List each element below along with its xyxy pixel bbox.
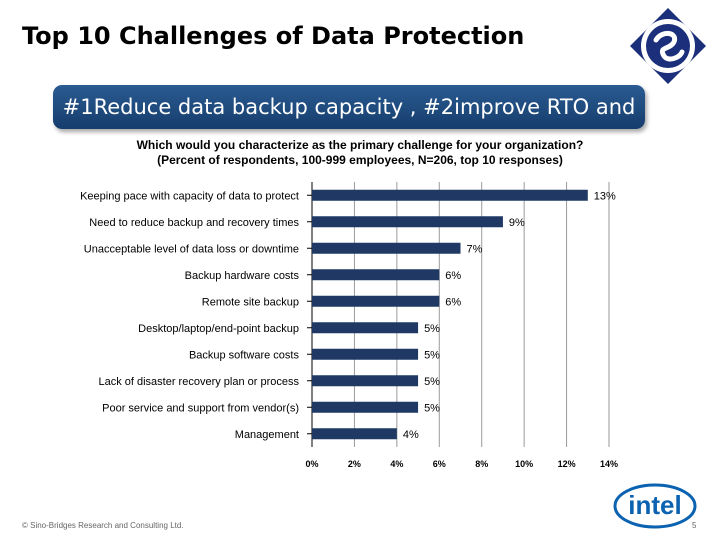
sino-bridges-logo-icon bbox=[630, 8, 706, 84]
category-label: Unacceptable level of data loss or downt… bbox=[84, 243, 299, 255]
x-tick-label: 8% bbox=[475, 459, 488, 469]
category-label: Need to reduce backup and recovery times bbox=[89, 217, 299, 229]
x-tick-label: 4% bbox=[390, 459, 403, 469]
category-label: Remote site backup bbox=[202, 296, 299, 308]
slide-title: Top 10 Challenges of Data Protection bbox=[22, 22, 525, 50]
chart-subtitle: (Percent of respondents, 100-999 employe… bbox=[157, 153, 563, 167]
data-label: 9% bbox=[509, 217, 525, 229]
category-label: Management bbox=[235, 429, 299, 441]
bar bbox=[312, 322, 419, 334]
bar bbox=[312, 269, 440, 281]
bar bbox=[312, 295, 440, 307]
bar bbox=[312, 348, 419, 360]
data-label: 5% bbox=[424, 349, 440, 361]
x-tick-label: 12% bbox=[558, 459, 576, 469]
category-label: Keeping pace with capacity of data to pr… bbox=[80, 190, 299, 202]
bar bbox=[312, 401, 419, 413]
data-label: 6% bbox=[445, 296, 461, 308]
bar bbox=[312, 189, 588, 201]
bar bbox=[312, 428, 397, 440]
chart-title: Which would you characterize as the prim… bbox=[136, 138, 584, 152]
x-tick-label: 14% bbox=[600, 459, 618, 469]
category-label: Lack of disaster recovery plan or proces… bbox=[98, 376, 299, 388]
data-label: 5% bbox=[424, 376, 440, 388]
headline-banner: #1Reduce data backup capacity , #2improv… bbox=[53, 85, 645, 163]
bar bbox=[312, 216, 503, 228]
chart-heading: Which would you characterize as the prim… bbox=[40, 138, 680, 168]
x-tick-label: 0% bbox=[305, 459, 318, 469]
x-tick-label: 10% bbox=[515, 459, 533, 469]
svg-text:intel: intel bbox=[628, 490, 681, 520]
category-label: Desktop/laptop/end-point backup bbox=[138, 323, 299, 335]
data-label: 6% bbox=[445, 270, 461, 282]
category-label: Poor service and support from vendor(s) bbox=[102, 402, 299, 414]
intel-logo-icon: intel bbox=[613, 483, 697, 529]
category-label: Backup hardware costs bbox=[185, 270, 300, 282]
bar bbox=[312, 242, 461, 254]
category-label: Backup software costs bbox=[189, 349, 300, 361]
x-tick-label: 2% bbox=[348, 459, 361, 469]
bar bbox=[312, 375, 419, 387]
x-tick-label: 6% bbox=[433, 459, 446, 469]
data-label: 5% bbox=[424, 323, 440, 335]
footer-copyright: © Sino-Bridges Research and Consulting L… bbox=[22, 521, 184, 530]
page-number: 5 bbox=[692, 521, 697, 530]
data-label: 5% bbox=[424, 402, 440, 414]
data-label: 4% bbox=[403, 429, 419, 441]
data-label: 13% bbox=[594, 190, 616, 202]
data-label: 7% bbox=[467, 243, 483, 255]
